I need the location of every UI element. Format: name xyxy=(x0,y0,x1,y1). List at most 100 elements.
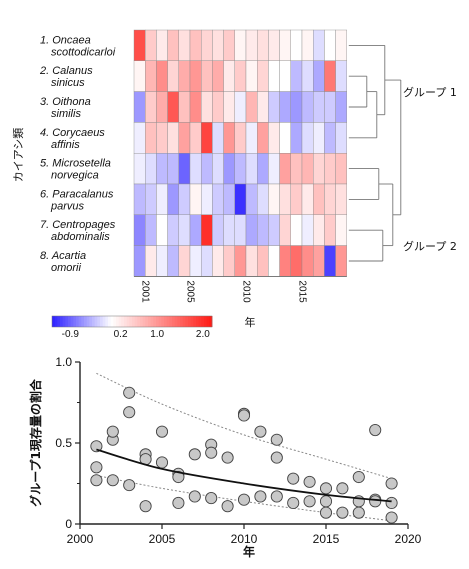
colorbar-segment xyxy=(100,316,104,327)
colorbar-segment xyxy=(180,316,184,327)
heatmap-cell xyxy=(290,214,303,246)
colorbar-segment xyxy=(193,316,197,327)
scatter-point xyxy=(155,456,169,469)
heatmap-cell xyxy=(313,29,325,61)
colorbar-segment xyxy=(206,316,210,327)
scatter-x-tick: 2010 xyxy=(231,532,258,546)
heatmap-cell xyxy=(144,245,157,277)
heatmap-cell xyxy=(144,183,157,215)
colorbar-segment xyxy=(161,316,165,327)
colorbar-segment xyxy=(97,316,101,327)
heatmap-cell xyxy=(144,122,157,154)
heatmap-y-label: カイアシ類 xyxy=(12,128,25,183)
colorbar-segment xyxy=(174,316,178,327)
heatmap-cell xyxy=(200,245,213,277)
heatmap-cell xyxy=(324,245,336,277)
scatter-x-tick: 2020 xyxy=(395,532,422,546)
scatter-point xyxy=(303,495,316,508)
heatmap-cell xyxy=(279,183,292,215)
heatmap-cell xyxy=(234,91,247,123)
colorbar-segment xyxy=(209,316,213,327)
colorbar-tick: 2.0 xyxy=(196,329,210,340)
heatmap-cell xyxy=(301,29,314,61)
scatter-point xyxy=(188,448,201,461)
heatmap-cell xyxy=(301,60,314,92)
heatmap-cell xyxy=(257,60,269,92)
heatmap-cell xyxy=(212,214,224,246)
heatmap-cell xyxy=(223,245,236,277)
heatmap-cell xyxy=(189,152,202,185)
group-1-label: グループ 1 xyxy=(403,85,457,99)
heatmap-cell xyxy=(335,60,348,92)
heatmap-cell xyxy=(257,214,269,246)
heatmap-cell xyxy=(324,122,336,154)
heatmap-cell xyxy=(324,152,336,185)
colorbar-tick: -0.9 xyxy=(62,329,80,340)
heatmap-cell xyxy=(290,60,303,92)
colorbar-segment xyxy=(57,316,61,327)
colorbar-segment xyxy=(150,316,154,327)
row-label-species: abdominalis xyxy=(51,231,110,243)
heatmap-cell xyxy=(257,183,269,215)
heatmap-cell xyxy=(156,214,168,246)
scatter-point xyxy=(369,495,382,508)
heatmap-cell xyxy=(156,91,168,123)
colorbar-segment xyxy=(94,316,98,327)
scatter-point xyxy=(336,506,349,519)
heatmap-cell xyxy=(167,245,180,277)
heatmap-cell xyxy=(156,152,168,185)
colorbar-segment xyxy=(198,316,202,327)
scatter-x-tick: 2000 xyxy=(67,532,94,546)
scatter-point xyxy=(287,472,300,485)
colorbar-segment xyxy=(164,316,168,327)
colorbar-segment xyxy=(188,316,192,327)
scatter-point xyxy=(319,495,333,508)
heatmap-cell xyxy=(245,152,258,185)
scatter-point xyxy=(385,496,398,509)
row-label-species: parvus xyxy=(50,200,85,212)
scatter-point xyxy=(385,477,398,490)
scatter-point xyxy=(369,423,382,437)
scatter-point xyxy=(254,425,267,438)
scatter-point xyxy=(303,475,316,488)
scatter-point xyxy=(254,490,267,503)
colorbar-segment xyxy=(182,316,186,327)
colorbar-segment xyxy=(126,316,130,327)
heatmap-cell xyxy=(200,60,213,92)
heatmap-cell xyxy=(189,122,202,154)
heatmap-cell xyxy=(200,91,213,123)
heatmap-cell xyxy=(212,60,224,92)
heatmap-cell xyxy=(167,214,180,246)
colorbar-segment xyxy=(148,316,152,327)
heatmap-cell xyxy=(189,183,202,215)
heatmap-cell xyxy=(223,214,236,246)
heatmap-cell xyxy=(290,122,303,154)
heatmap-cell xyxy=(234,214,247,246)
heatmap-cell xyxy=(178,29,191,61)
heatmap-cell xyxy=(313,245,325,277)
heatmap-x-tick: 2001 xyxy=(140,280,151,303)
heatmap-cell xyxy=(279,214,292,246)
heatmap-cell xyxy=(313,122,325,154)
scatter-point xyxy=(237,493,251,506)
heatmap-cell xyxy=(156,122,168,154)
heatmap-cell xyxy=(324,29,336,61)
row-label-genus: 8. Acartia xyxy=(40,250,86,262)
colorbar-segment xyxy=(132,316,136,327)
heatmap-cell xyxy=(257,91,269,123)
scatter-point xyxy=(172,496,185,509)
scatter-point xyxy=(123,386,136,399)
colorbar-segment xyxy=(140,316,144,327)
scatter-point xyxy=(270,490,283,503)
upper-confidence-curve xyxy=(96,372,392,480)
scatter-point xyxy=(287,496,300,509)
heatmap-cell xyxy=(313,60,325,92)
heatmap-cell xyxy=(178,122,191,154)
scatter-point xyxy=(319,482,333,495)
heatmap-cell xyxy=(167,183,180,215)
heatmap-x-tick: 2015 xyxy=(296,280,307,303)
heatmap-cell xyxy=(324,60,336,92)
heatmap-cell xyxy=(167,60,180,92)
colorbar-segment xyxy=(116,316,120,327)
